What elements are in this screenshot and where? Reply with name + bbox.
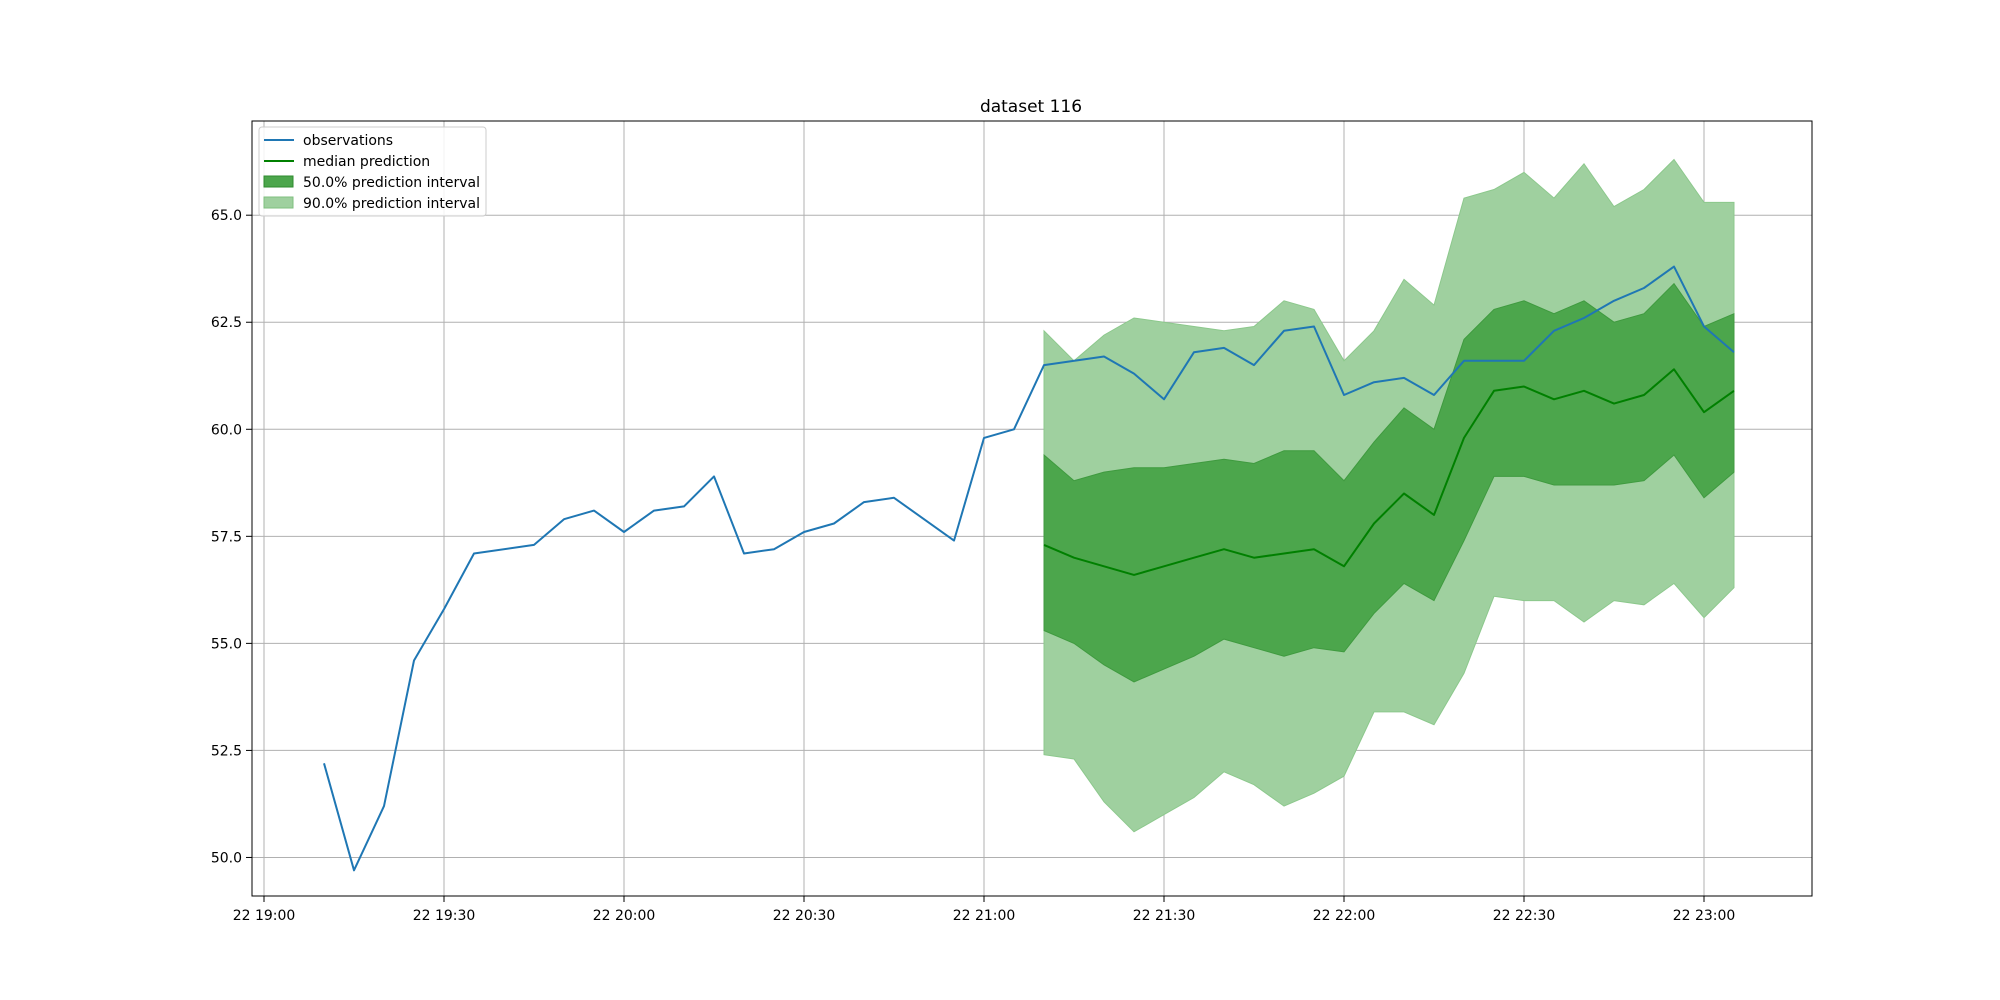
x-tick-label-7: 22 22:30 — [1493, 908, 1556, 924]
y-tick-label-1: 52.5 — [211, 743, 242, 759]
chart-title: dataset 116 — [980, 97, 1082, 117]
y-axis: 50.0 52.5 55.0 57.5 60.0 62.5 65.0 — [211, 208, 252, 866]
legend-box — [258, 126, 487, 217]
legend-label-observations: observations — [303, 133, 393, 149]
median-prediction-line — [1043, 368, 1735, 576]
legend-label-median: median prediction — [303, 154, 430, 170]
y-tick-label-3: 57.5 — [211, 529, 242, 545]
y-tick-label-0: 50.0 — [211, 850, 242, 866]
legend-label-band90: 90.0% prediction interval — [303, 196, 480, 212]
prediction-bands — [1043, 158, 1735, 833]
x-tick-label-6: 22 22:00 — [1313, 908, 1376, 924]
legend: observations median prediction 50.0% pre… — [258, 126, 487, 217]
x-tick-label-8: 22 23:00 — [1673, 908, 1736, 924]
y-tick-label-6: 65.0 — [211, 208, 242, 224]
x-tick-label-5: 22 21:30 — [1133, 908, 1196, 924]
y-tick-label-2: 55.0 — [211, 636, 242, 652]
y-tick-label-5: 62.5 — [211, 315, 242, 331]
x-tick-label-0: 22 19:00 — [233, 908, 296, 924]
legend-swatch-band50 — [263, 175, 294, 188]
legend-label-band50: 50.0% prediction interval — [303, 175, 480, 191]
x-axis: 22 19:00 22 19:30 22 20:00 22 20:30 22 21:00… — [233, 896, 1736, 924]
x-tick-label-4: 22 21:00 — [953, 908, 1016, 924]
plot-frame — [251, 120, 1813, 897]
legend-swatch-band90 — [263, 196, 294, 209]
x-tick-label-3: 22 20:30 — [773, 908, 836, 924]
x-tick-label-1: 22 19:30 — [413, 908, 476, 924]
y-tick-label-4: 60.0 — [211, 422, 242, 438]
series-lines — [323, 265, 1735, 872]
observations-line — [323, 265, 1735, 872]
x-tick-label-2: 22 20:00 — [593, 908, 656, 924]
band-50 — [1043, 282, 1735, 683]
